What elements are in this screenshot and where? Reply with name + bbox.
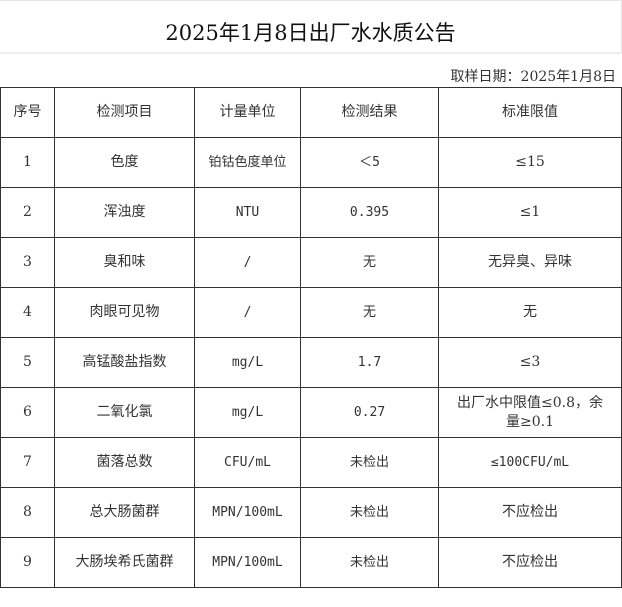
row-unit: mg/L <box>194 387 301 438</box>
row-result: 未检出 <box>300 537 439 588</box>
row-result: 未检出 <box>300 437 439 488</box>
row-unit: CFU/mL <box>194 437 301 488</box>
row-unit: 铂钴色度单位 <box>194 137 301 188</box>
row-item: 臭和味 <box>54 237 195 288</box>
row-limit: 不应检出 <box>438 487 622 538</box>
row-result: 1.7 <box>300 337 439 388</box>
row-item: 色度 <box>54 137 195 188</box>
row-unit: MPN/100mL <box>194 487 301 538</box>
table-header-row: 序号 检测项目 计量单位 检测结果 标准限值 <box>0 87 622 138</box>
row-unit: NTU <box>194 187 301 238</box>
row-result: 0.27 <box>300 387 439 438</box>
row-limit: ≤1 <box>438 187 622 238</box>
row-result: 无 <box>300 287 439 338</box>
row-unit: / <box>194 237 301 288</box>
table-row: 2 浑浊度 NTU 0.395 ≤1 <box>0 187 622 238</box>
row-index: 4 <box>0 287 55 338</box>
row-item: 高锰酸盐指数 <box>54 337 195 388</box>
row-unit: mg/L <box>194 337 301 388</box>
water-quality-table: 序号 检测项目 计量单位 检测结果 标准限值 1 色度 铂钴色度单位 ＜5 ≤15 2 浑浊… <box>0 87 622 588</box>
row-limit: ≤3 <box>438 337 622 388</box>
table-row: 9 大肠埃希氏菌群 MPN/100mL 未检出 不应检出 <box>0 537 622 588</box>
row-index: 2 <box>0 187 55 238</box>
table-row: 7 菌落总数 CFU/mL 未检出 ≤100CFU/mL <box>0 437 622 488</box>
row-limit: 无 <box>438 287 622 338</box>
row-result: 无 <box>300 237 439 288</box>
table-row: 8 总大肠菌群 MPN/100mL 未检出 不应检出 <box>0 487 622 538</box>
row-limit: ≤15 <box>438 137 622 188</box>
table-row: 5 高锰酸盐指数 mg/L 1.7 ≤3 <box>0 337 622 388</box>
header-unit: 计量单位 <box>194 87 301 138</box>
table-row: 6 二氧化氯 mg/L 0.27 出厂水中限值≤0.8，余量≥0.1 <box>0 387 622 438</box>
row-unit: / <box>194 287 301 338</box>
table-row: 4 肉眼可见物 / 无无 <box>0 287 622 338</box>
row-result: 0.395 <box>300 187 439 238</box>
row-unit: MPN/100mL <box>194 537 301 588</box>
header-index: 序号 <box>0 87 55 138</box>
row-item: 总大肠菌群 <box>54 487 195 538</box>
sample-date: 取样日期：2025年1月8日 <box>450 69 616 85</box>
header-limit: 标准限值 <box>438 87 622 138</box>
page-title: 2025年1月8日出厂水水质公告 <box>0 0 622 52</box>
row-index: 7 <box>0 437 55 488</box>
row-item: 二氧化氯 <box>54 387 195 438</box>
row-item: 浑浊度 <box>54 187 195 238</box>
row-limit: ≤100CFU/mL <box>438 437 622 488</box>
row-limit: 不应检出 <box>438 537 622 588</box>
row-index: 8 <box>0 487 55 538</box>
header-item: 检测项目 <box>54 87 195 138</box>
row-result: ＜5 <box>300 137 439 188</box>
row-result: 未检出 <box>300 487 439 538</box>
row-index: 1 <box>0 137 55 188</box>
row-item: 肉眼可见物 <box>54 287 195 338</box>
row-limit: 出厂水中限值≤0.8，余量≥0.1 <box>438 387 622 438</box>
row-limit: 无异臭、异味 <box>438 237 622 288</box>
row-item: 菌落总数 <box>54 437 195 488</box>
header-result: 检测结果 <box>300 87 439 138</box>
row-index: 6 <box>0 387 55 438</box>
divider <box>0 52 622 54</box>
table-row: 1 色度 铂钴色度单位 ＜5 ≤15 <box>0 137 622 188</box>
row-index: 9 <box>0 537 55 588</box>
row-index: 5 <box>0 337 55 388</box>
table-row: 3 臭和味 / 无无异臭、异味 <box>0 237 622 288</box>
row-item: 大肠埃希氏菌群 <box>54 537 195 588</box>
row-index: 3 <box>0 237 55 288</box>
